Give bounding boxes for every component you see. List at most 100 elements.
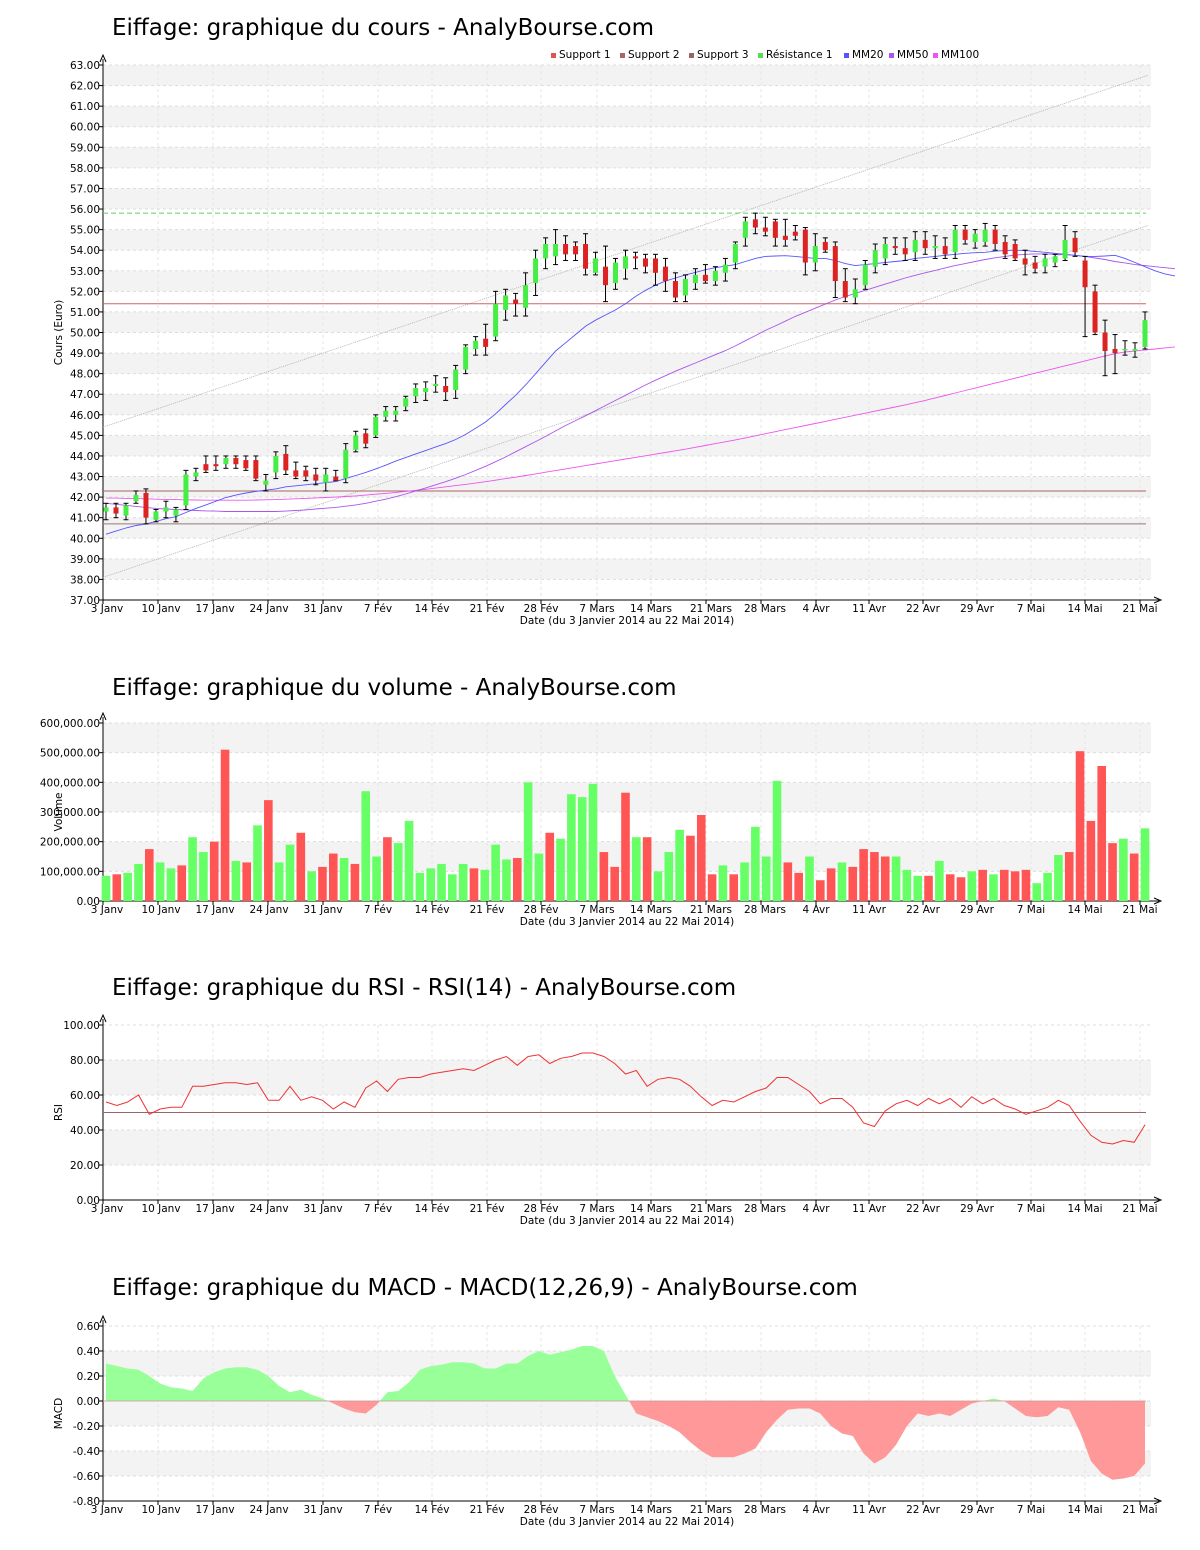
candle: [133, 490, 139, 504]
x-tick-label: 29 Avr: [960, 1504, 994, 1516]
y-tick-label: 50.00: [70, 328, 100, 340]
volume-bar: [664, 852, 674, 901]
candle: [1082, 255, 1088, 338]
x-tick-label: 14 Mars: [630, 603, 672, 615]
volume-bar: [318, 866, 327, 901]
x-tick-label: 7 Fév: [364, 1203, 392, 1215]
candle: [932, 235, 938, 259]
x-tick-label: 7 Mars: [579, 904, 614, 916]
volume-bar: [935, 860, 944, 901]
macd-positive-area: [106, 1363, 328, 1401]
x-tick-label: 11 Avr: [852, 1203, 886, 1215]
volume-bar: [848, 866, 858, 901]
candle: [642, 253, 648, 274]
x-tick-label: 4 Avr: [802, 1203, 830, 1215]
x-tick-label: 31 Janv: [303, 1504, 342, 1516]
volume-bar: [740, 862, 749, 901]
candle-body: [493, 303, 499, 337]
x-tick-label: 11 Avr: [852, 904, 886, 916]
x-tick-label: 28 Mars: [744, 904, 786, 916]
y-tick-label: -0.80: [73, 1496, 100, 1508]
x-tick-label: 7 Mai: [1017, 904, 1045, 916]
x-tick-label: 7 Fév: [364, 603, 392, 615]
y-tick-label: 62.00: [70, 81, 100, 93]
candle-body: [742, 221, 748, 238]
volume-bar: [870, 852, 879, 901]
volume-bar: [1054, 855, 1063, 901]
grid-band: [103, 723, 1151, 753]
volume-bar: [253, 825, 262, 901]
candle-body: [952, 229, 958, 253]
candle-body: [752, 219, 758, 228]
x-tick-label: 22 Avr: [906, 603, 940, 615]
x-tick-label: 29 Avr: [960, 904, 994, 916]
grid-band: [103, 1451, 1151, 1476]
y-tick-label: 41.00: [70, 513, 100, 525]
candle: [143, 488, 149, 525]
x-tick-label: 28 Fév: [524, 603, 559, 615]
y-tick-label: 39.00: [70, 554, 100, 566]
candle-body: [383, 410, 389, 417]
candle: [253, 455, 259, 482]
volume-bar: [502, 859, 511, 901]
y-axis-label: RSI: [53, 1104, 65, 1121]
candle: [712, 266, 718, 286]
candle: [343, 443, 349, 484]
candle-body: [543, 244, 549, 259]
candle: [273, 451, 279, 480]
volume-bar: [534, 853, 544, 901]
x-tick-label: 10 Janv: [141, 904, 180, 916]
x-tick-label: 14 Mai: [1067, 603, 1102, 615]
y-tick-label: 55.00: [70, 225, 100, 237]
x-tick-label: 10 Janv: [141, 1203, 180, 1215]
volume-bar: [1119, 838, 1128, 901]
volume-bar: [913, 875, 923, 901]
candle-body: [283, 453, 289, 471]
candle-body: [333, 476, 339, 481]
candle: [892, 237, 898, 255]
x-axis-arrow: [1153, 1497, 1163, 1505]
volume-bar: [209, 841, 219, 901]
candle-body: [922, 239, 928, 249]
x-tick-label: 31 Janv: [303, 603, 342, 615]
y-tick-label: 400,000.00: [40, 777, 100, 789]
volume-bar: [1075, 751, 1085, 901]
y-tick-label: 100.00: [63, 1020, 100, 1032]
volume-bar: [177, 865, 187, 901]
volume-bar: [675, 829, 684, 901]
x-tick-label: 14 Mai: [1067, 1504, 1102, 1516]
candle-body: [413, 388, 419, 397]
volume-bar: [383, 837, 392, 901]
x-tick-label: 14 Mars: [630, 1504, 672, 1516]
candle-body: [682, 279, 688, 296]
x-tick-label: 17 Janv: [195, 1504, 234, 1516]
volume-bar: [707, 874, 717, 901]
volume-bar: [188, 837, 197, 901]
candle: [762, 216, 768, 237]
x-tick-label: 11 Avr: [852, 603, 886, 615]
volume-bar: [816, 880, 825, 901]
y-tick-label: 600,000.00: [40, 718, 100, 730]
candle: [652, 253, 658, 286]
x-axis-arrow: [1153, 596, 1163, 604]
volume-bar: [686, 835, 695, 901]
candle-body: [972, 233, 978, 242]
volume-bar: [480, 869, 490, 901]
volume-bar: [220, 749, 230, 901]
candle: [393, 406, 399, 422]
legend-swatch: [844, 53, 849, 58]
y-tick-label: 45.00: [70, 430, 100, 442]
candle: [603, 245, 609, 303]
x-tick-label: 24 Janv: [249, 1203, 288, 1215]
candle: [1092, 284, 1098, 336]
volume-bar: [772, 780, 782, 901]
volume-bar: [556, 838, 565, 901]
x-tick-label: 22 Avr: [906, 1504, 940, 1516]
grid-band: [103, 476, 1151, 498]
x-tick-label: 17 Janv: [195, 904, 234, 916]
volume-bar: [296, 832, 306, 901]
x-tick-label: 28 Mars: [744, 603, 786, 615]
macd-negative-area: [327, 1401, 380, 1414]
candle: [623, 249, 628, 280]
candle: [593, 251, 599, 276]
